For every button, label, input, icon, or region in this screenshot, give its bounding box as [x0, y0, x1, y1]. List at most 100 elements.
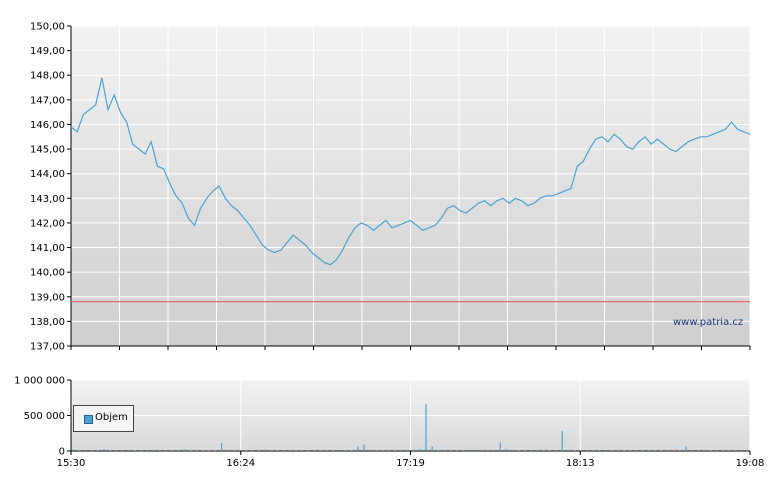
- volume-bar: [561, 431, 563, 451]
- volume-bar: [295, 450, 297, 451]
- volume-bar: [252, 450, 254, 452]
- volume-bar: [487, 450, 489, 451]
- volume-bar: [623, 450, 625, 451]
- x-tick-label: 17:19: [396, 458, 425, 469]
- volume-bar: [357, 446, 359, 451]
- volume-bar: [109, 450, 111, 451]
- volume-bar: [239, 449, 241, 451]
- legend-label: Objem: [95, 412, 128, 423]
- volume-bar: [444, 450, 446, 451]
- volume-bar: [115, 450, 117, 452]
- price-y-tick-label: 149,00: [30, 46, 65, 57]
- volume-bar: [146, 450, 148, 451]
- volume-bar: [629, 450, 631, 452]
- volume-bar: [406, 449, 408, 451]
- price-y-tick-label: 144,00: [30, 169, 65, 180]
- volume-bar: [679, 450, 681, 451]
- volume-bar: [512, 449, 514, 451]
- volume-bar: [214, 450, 216, 451]
- price-series-layer: [70, 77, 751, 266]
- volume-bar: [332, 450, 334, 451]
- price-y-tick-label: 143,00: [30, 194, 65, 205]
- volume-legend: Objem: [73, 405, 134, 432]
- volume-bar: [233, 450, 235, 451]
- volume-bar: [245, 450, 247, 451]
- volume-y-tick-label: 500 000: [24, 411, 65, 422]
- volume-bar: [666, 450, 669, 451]
- volume-bar: [425, 404, 427, 451]
- volume-bar: [660, 450, 662, 451]
- volume-bar: [375, 450, 377, 451]
- volume-bar: [505, 448, 508, 451]
- volume-bar: [72, 449, 74, 451]
- volume-bar: [704, 449, 706, 451]
- volume-bar: [530, 450, 532, 451]
- volume-bar: [227, 450, 229, 451]
- volume-bar: [691, 450, 693, 451]
- volume-bars-layer: [72, 404, 749, 452]
- volume-bar: [617, 450, 619, 451]
- volume-bar: [728, 450, 730, 451]
- volume-bar: [97, 450, 99, 451]
- volume-bar: [313, 450, 316, 451]
- volume-bar: [78, 450, 80, 451]
- volume-bar: [574, 450, 576, 451]
- volume-bar: [697, 450, 700, 451]
- volume-bar: [134, 450, 136, 451]
- legend-swatch: [84, 415, 93, 424]
- volume-bar: [326, 450, 328, 451]
- volume-bar: [499, 442, 501, 451]
- volume-bar: [481, 450, 483, 451]
- volume-bar: [171, 450, 173, 451]
- volume-bar: [177, 450, 179, 451]
- volume-bar: [301, 450, 303, 451]
- volume-bar: [543, 450, 545, 451]
- volume-bar: [586, 450, 588, 451]
- volume-bar: [103, 448, 105, 451]
- volume-bar: [221, 443, 223, 451]
- volume-bar: [419, 449, 421, 451]
- volume-bar: [605, 450, 607, 451]
- volume-bar: [654, 450, 656, 451]
- volume-bar: [518, 450, 520, 451]
- volume-bar: [84, 450, 86, 451]
- price-y-tick-label: 145,00: [30, 145, 65, 156]
- volume-bar: [190, 450, 192, 451]
- volume-bar: [152, 450, 155, 451]
- volume-bar: [524, 450, 526, 451]
- volume-bar: [140, 450, 142, 452]
- volume-bar: [549, 450, 551, 451]
- volume-bar: [567, 449, 569, 451]
- volume-bar: [208, 450, 210, 452]
- volume-bar: [722, 450, 724, 451]
- volume-bar: [289, 450, 291, 451]
- volume-bar: [437, 450, 439, 451]
- volume-bar: [165, 450, 167, 452]
- volume-bar: [598, 450, 600, 451]
- volume-bar: [394, 450, 396, 451]
- volume-bar: [369, 449, 371, 451]
- volume-bar: [468, 449, 470, 451]
- volume-bar: [258, 450, 260, 451]
- volume-bar: [159, 450, 161, 451]
- volume-bar: [183, 449, 186, 451]
- volume-bar: [400, 450, 402, 451]
- volume-bar: [536, 450, 538, 451]
- volume-bar: [642, 450, 644, 451]
- volume-bar: [673, 450, 675, 451]
- volume-bar: [351, 450, 353, 451]
- volume-bar: [735, 450, 737, 451]
- volume-bar: [456, 450, 458, 451]
- volume-bar: [413, 449, 415, 451]
- watermark-text: www.patria.cz: [673, 317, 744, 328]
- volume-bar: [611, 450, 613, 451]
- x-tick-label: 19:08: [736, 458, 765, 469]
- volume-bar: [592, 450, 594, 451]
- volume-bar: [283, 450, 285, 451]
- volume-bar: [493, 450, 495, 451]
- volume-y-tick-label: 1 000 000: [14, 376, 65, 387]
- x-tick-label: 16:24: [226, 458, 255, 469]
- volume-bar: [270, 450, 272, 451]
- volume-bar: [648, 450, 650, 451]
